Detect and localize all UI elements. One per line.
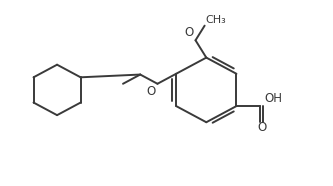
Text: O: O: [146, 85, 156, 98]
Text: CH₃: CH₃: [206, 15, 226, 25]
Text: O: O: [184, 26, 194, 39]
Text: O: O: [257, 121, 266, 134]
Text: OH: OH: [264, 92, 282, 105]
